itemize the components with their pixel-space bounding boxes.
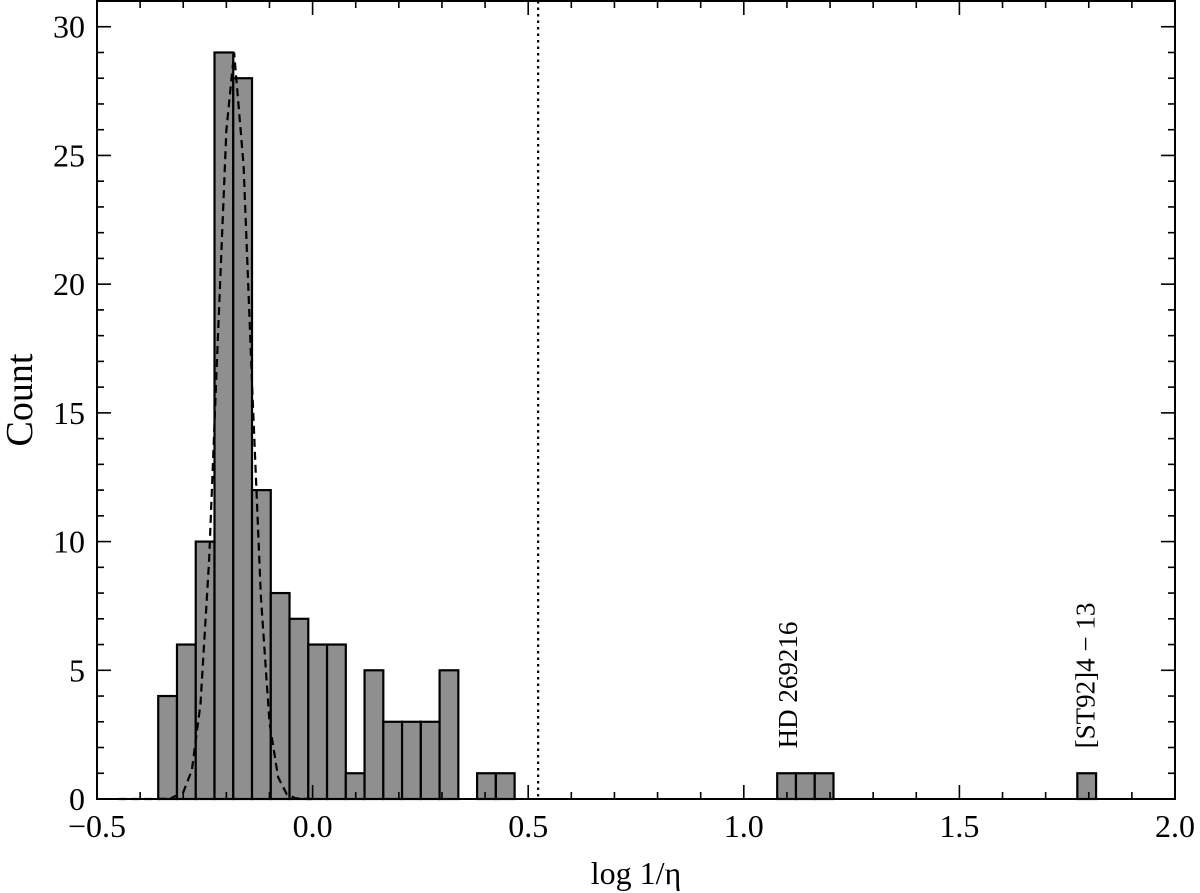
annotation: HD 269216 [773,622,803,749]
bar [438,669,460,801]
x-axis-label: log 1/η [591,855,682,891]
bar [400,720,422,801]
fit-curve [118,52,313,801]
y-axis-label: Count [0,353,41,446]
bar [194,540,216,801]
annotation: [ST92]4 − 13 [1070,603,1100,749]
x-tick-label: 1.0 [724,808,764,844]
x-tick-label: 0.5 [508,808,548,844]
bar [382,720,404,801]
x-tick-label: 0.0 [293,808,333,844]
bar [269,591,291,801]
y-tick-label: 0 [69,781,85,817]
y-tick-label: 10 [53,524,85,560]
bar [175,643,197,801]
bar [476,772,497,801]
bar [288,617,310,801]
y-tick-label: 5 [69,652,85,688]
bar [232,77,254,801]
plot-frame [96,0,1176,800]
bar [1076,772,1098,801]
y-tick-label: 20 [53,266,85,302]
bar [794,772,816,801]
y-tick-label: 30 [53,9,85,45]
bar [363,669,385,801]
bar [157,694,179,801]
x-tick-label: 2.0 [1155,808,1195,844]
bar [419,720,441,801]
bar [494,772,516,801]
x-tick-label: −0.5 [68,808,126,844]
y-tick-label: 15 [53,395,85,431]
y-tick-label: 25 [53,137,85,173]
bar [325,643,347,801]
bar [250,488,272,801]
x-tick-label: 1.5 [939,808,979,844]
bar [307,643,329,801]
